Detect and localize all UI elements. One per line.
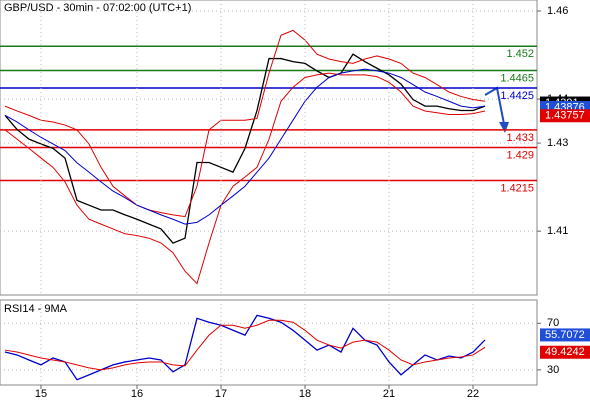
price-marker [540, 328, 590, 342]
level-label: 1.452 [506, 48, 534, 60]
chart-title: GBP/USD - 30min - 07:02:00 (UTC+1) [4, 2, 191, 14]
y-tick-label: 1.46 [547, 5, 568, 17]
series-line [4, 72, 486, 285]
x-tick-label: 15 [35, 388, 47, 400]
level-label: 1.4215 [500, 182, 534, 194]
y-tick-label: 70 [547, 317, 559, 329]
x-tick-label: 17 [215, 388, 227, 400]
y-tick-label: 1.43 [547, 137, 568, 149]
x-tick-label: 18 [299, 388, 311, 400]
rsi-panel [0, 299, 538, 386]
series-line [4, 319, 486, 371]
price-marker [540, 345, 590, 359]
series-line [4, 68, 486, 225]
level-label: 1.433 [506, 132, 534, 144]
level-label: 1.429 [506, 149, 534, 161]
level-label: 1.4425 [500, 90, 534, 102]
price-marker-label: 55.7072 [545, 329, 585, 341]
series-line [4, 53, 486, 244]
forecast-arrow-head [499, 122, 509, 133]
price-marker [540, 109, 590, 123]
x-tick-label: 21 [383, 388, 395, 400]
series-line [4, 314, 486, 381]
price-marker-label: 1.43757 [545, 110, 585, 122]
x-tick-label: 22 [467, 388, 479, 400]
y-tick-label: 30 [547, 364, 559, 376]
y-tick-label: 1.41 [547, 225, 568, 237]
x-tick-label: 16 [131, 388, 143, 400]
price-marker-label: 49.4242 [545, 346, 585, 358]
series-line [4, 29, 486, 218]
rsi-title: RSI14 - 9MA [4, 303, 68, 315]
level-label: 1.4465 [500, 72, 534, 84]
